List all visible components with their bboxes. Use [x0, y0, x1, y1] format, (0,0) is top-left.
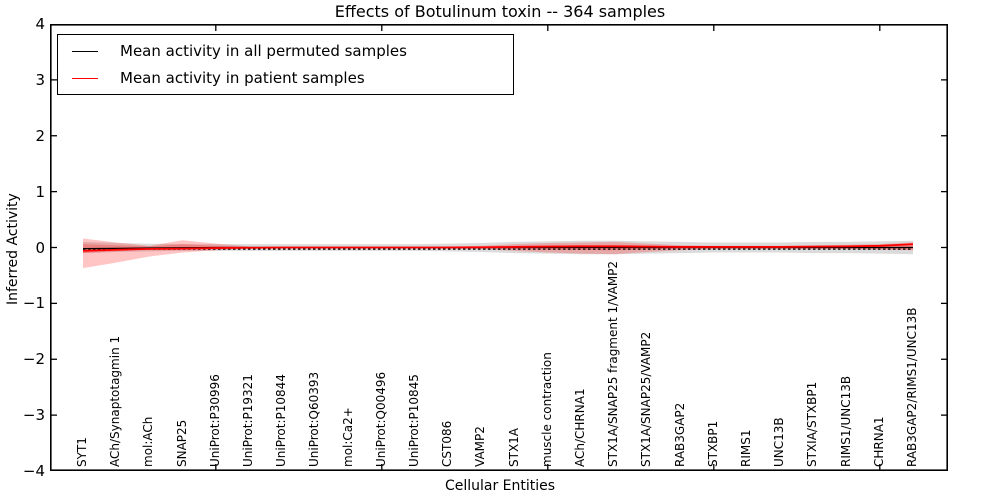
x-axis-label: Cellular Entities	[444, 478, 556, 494]
axes-frame	[50, 24, 948, 471]
legend-item-permuted: Mean activity in all permuted samples	[58, 38, 513, 65]
y-tick-label: −3	[22, 406, 45, 425]
y-tick-label: 3	[35, 70, 45, 89]
legend: Mean activity in all permuted samples Me…	[57, 34, 514, 95]
x-category-label: muscle contraction	[539, 352, 554, 467]
x-category-label: SYT1	[75, 437, 89, 467]
patient-line-swatch	[72, 77, 98, 79]
x-category-label: RAB3GAP2/RIMS1/UNC13B	[905, 307, 919, 467]
patient-mean-line	[82, 243, 914, 252]
x-category-label: UniProt:Q60393	[307, 371, 322, 467]
x-category-label: VAMP2	[473, 426, 488, 467]
x-category-label: UniProt:Q00496	[373, 371, 388, 467]
x-category-label: CST086	[440, 420, 455, 467]
plot-area	[50, 24, 948, 471]
x-category-label: CHRNA1	[871, 416, 886, 467]
y-tick-label: −2	[22, 350, 45, 369]
x-category-label: RAB3GAP2	[672, 402, 687, 467]
x-category-label: UniProt:P19321	[241, 374, 255, 467]
chart-title: Effects of Botulinum toxin -- 364 sample…	[334, 2, 666, 21]
y-tick-label: −4	[22, 462, 45, 480]
x-category-label: STXBP1	[705, 420, 720, 467]
x-category-label: ACh/CHRNA1	[573, 388, 587, 467]
x-category-label: SNAP25	[174, 419, 189, 467]
legend-label: Mean activity in patient samples	[120, 69, 365, 87]
x-category-label: UniProt:P10844	[274, 374, 289, 467]
x-category-label: UniProt:P30996	[207, 374, 222, 467]
x-category-label: mol:Ca2+	[340, 407, 355, 467]
x-category-label: UniProt:P10845	[407, 374, 421, 467]
x-category-label: UNC13B	[772, 417, 787, 467]
x-category-label: RIMS1	[739, 429, 753, 467]
legend-item-patient: Mean activity in patient samples	[58, 65, 513, 92]
x-category-label: STX1A	[506, 427, 521, 467]
x-category-label: STX1A/SNAP25/VAMP2	[639, 331, 654, 467]
y-tick-label: 1	[35, 182, 45, 201]
x-category-label: ACh/Synaptotagmin 1	[108, 335, 123, 467]
y-tick-label: 2	[35, 126, 45, 145]
x-category-label: mol:ACh	[141, 416, 156, 467]
y-tick-label: −1	[22, 294, 45, 313]
x-category-label: STX1A/SNAP25 fragment 1/VAMP2	[606, 260, 621, 467]
y-axis-label: Inferred Activity	[5, 193, 21, 305]
x-category-label: STXIA/STXBP1	[805, 381, 820, 467]
y-tick-label: 4	[35, 15, 45, 33]
y-tick-label: 0	[35, 238, 45, 257]
patient-band-outer	[83, 238, 913, 269]
x-category-label: RIMS1/UNC13B	[838, 375, 853, 467]
legend-label: Mean activity in all permuted samples	[120, 42, 407, 60]
permuted-line-swatch	[72, 50, 98, 52]
